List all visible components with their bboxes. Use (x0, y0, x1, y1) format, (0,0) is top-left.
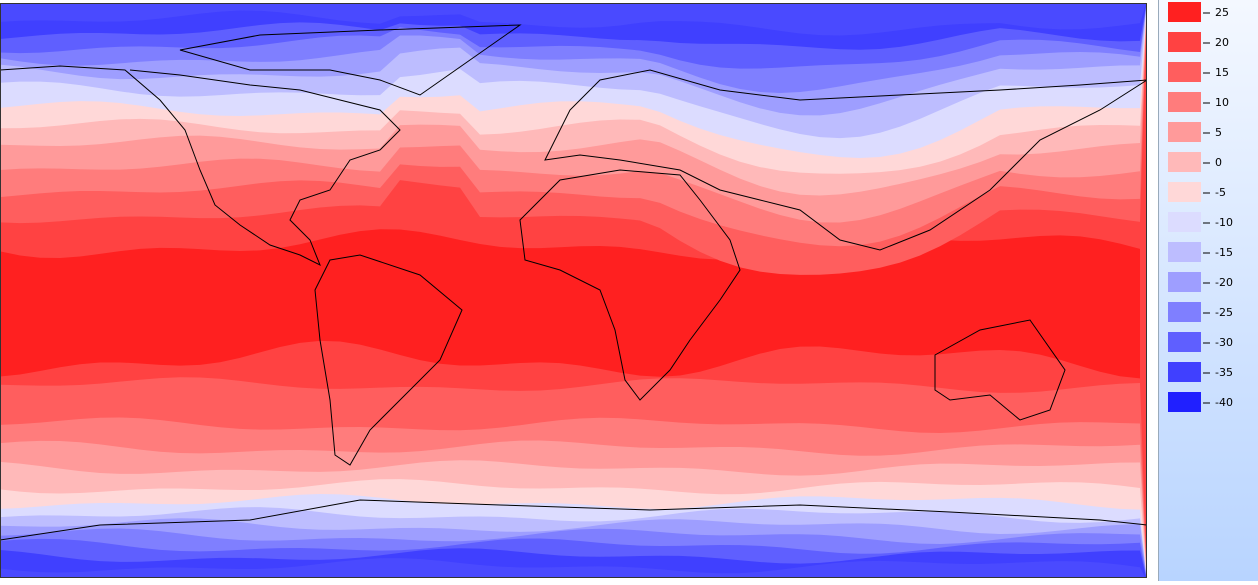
legend-label: 10 (1215, 96, 1229, 109)
map-frame (0, 3, 1147, 578)
legend-label: -35 (1215, 366, 1233, 379)
legend-label: -40 (1215, 396, 1233, 409)
legend: 25 20 15 10 5 0 -5 -10 -15 -20 -25 -30 -35 -40 (1168, 2, 1233, 412)
legend-label: 25 (1215, 6, 1229, 19)
coast (0, 65, 401, 267)
legend-swatch (1168, 302, 1201, 322)
legend-swatch (1168, 392, 1201, 412)
coast (179, 24, 522, 96)
legend-swatch (1168, 332, 1201, 352)
legend-swatch (1168, 122, 1201, 142)
coastlines (0, 24, 1147, 541)
coast (934, 319, 1066, 421)
legend-swatch (1168, 152, 1201, 172)
legend-swatch (1168, 2, 1201, 22)
legend-swatch (1168, 62, 1201, 82)
legend-swatch (1168, 272, 1201, 292)
legend-label: 0 (1215, 156, 1222, 169)
legend-label: -10 (1215, 216, 1233, 229)
field-band (0, 3, 1147, 36)
legend-label: -5 (1215, 186, 1226, 199)
coast (519, 169, 741, 401)
field-band (0, 558, 1146, 578)
legend-label: -25 (1215, 306, 1233, 319)
coast (544, 69, 1147, 251)
legend-swatch (1168, 242, 1201, 262)
legend-label: 15 (1215, 66, 1229, 79)
legend-swatch (1168, 362, 1201, 382)
legend-swatch (1168, 92, 1201, 112)
legend-label: -15 (1215, 246, 1233, 259)
legend-label: -30 (1215, 336, 1233, 349)
legend-label: 20 (1215, 36, 1229, 49)
legend-swatch (1168, 32, 1201, 52)
legend-swatch (1168, 182, 1201, 202)
legend-label: -20 (1215, 276, 1233, 289)
temperature-field (0, 3, 1147, 578)
coast (0, 499, 1147, 541)
legend-label: 5 (1215, 126, 1222, 139)
coast (314, 254, 463, 466)
legend-swatch (1168, 212, 1201, 232)
